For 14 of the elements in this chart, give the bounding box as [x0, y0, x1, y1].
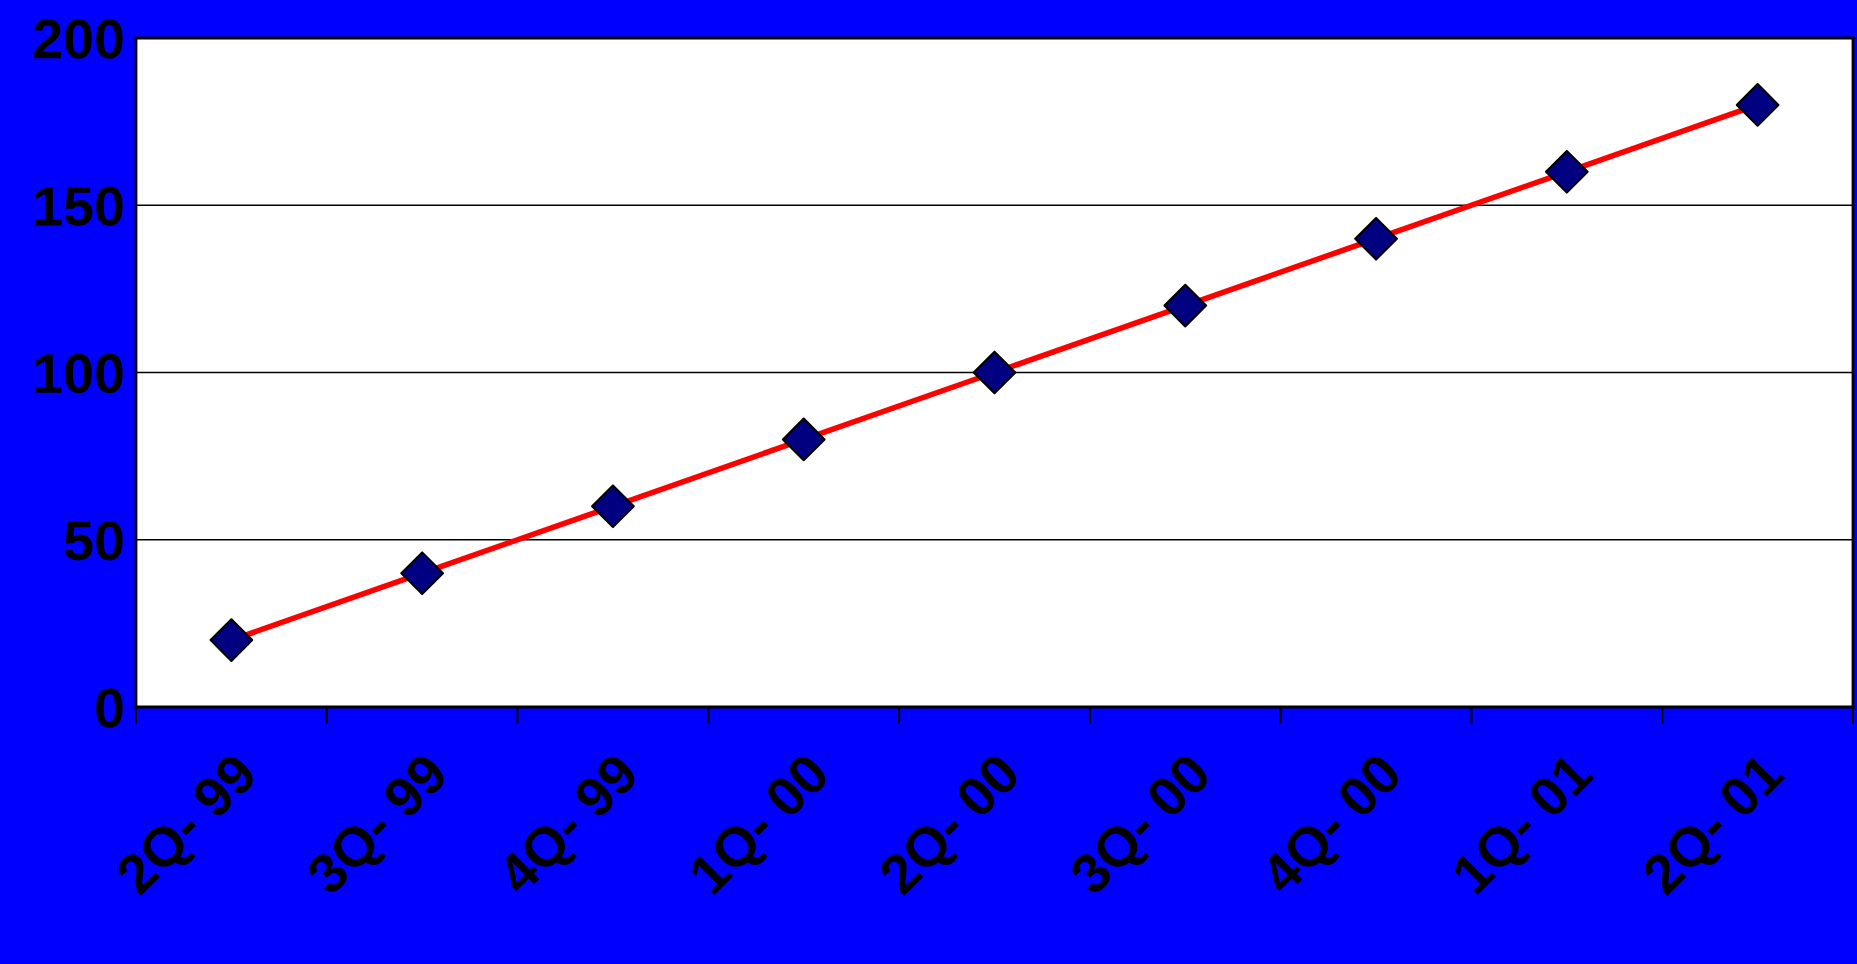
x-tick-label: 2Q- 01	[1639, 750, 1793, 904]
y-tick-label: 150	[35, 186, 123, 226]
y-tick-label: 200	[34, 19, 123, 59]
x-tick-label: 2Q- 99	[113, 751, 267, 904]
y-tick-label: 0	[96, 688, 123, 728]
x-tick-label: 4Q- 00	[1257, 751, 1411, 905]
y-tick-label: 50	[64, 521, 123, 561]
x-tick-label: 1Q- 00	[687, 751, 839, 903]
x-tick-label: 4Q- 99	[494, 751, 648, 905]
x-tick-label: 3Q- 00	[1067, 751, 1220, 905]
x-tick-label: 3Q- 99	[304, 751, 457, 905]
x-tick-label: 1Q- 01	[1450, 750, 1602, 903]
y-tick-label: 100	[35, 353, 123, 394]
x-tick-label: 2Q- 00	[876, 751, 1030, 904]
